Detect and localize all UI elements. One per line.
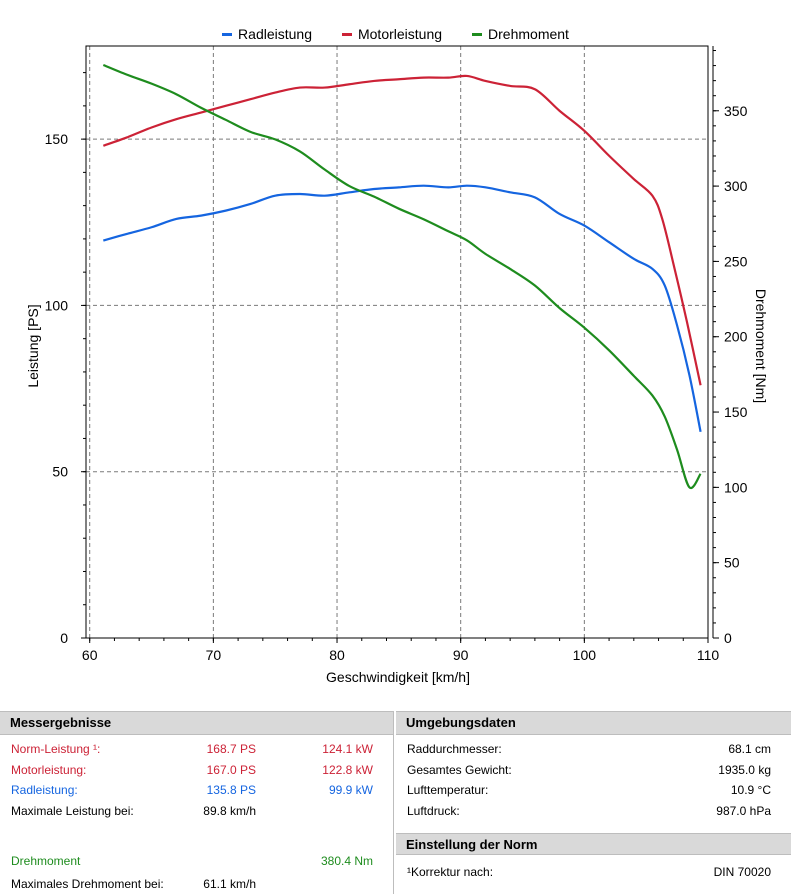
legend-swatch <box>222 32 233 36</box>
x-tick-label: 70 <box>206 647 222 663</box>
x-axis-label: Geschwindigkeit [km/h] <box>326 669 470 685</box>
series-line-drehmoment <box>102 63 702 490</box>
environment-row: Raddurchmesser: 68.1 cm <box>396 741 791 757</box>
result-label: Maximales Drehmoment bei: <box>11 877 164 891</box>
y-right-tick-label: 200 <box>724 329 748 345</box>
series-line-motorleistung <box>102 74 702 386</box>
norm-row: ¹Korrektur nach: DIN 70020 <box>396 864 791 880</box>
result-value-secondary: 99.9 kW <box>328 783 373 797</box>
chart-series <box>102 63 702 490</box>
norm-value: DIN 70020 <box>713 865 771 879</box>
norm-label: ¹Korrektur nach: <box>407 865 494 879</box>
environment-header: Umgebungsdaten <box>396 711 791 735</box>
legend-label: Drehmoment <box>488 26 569 42</box>
result-label: Radleistung: <box>11 783 78 797</box>
power-torque-chart: 60 70 80 90 100 11005010015005010015020025030… <box>25 45 769 685</box>
result-value-secondary: 380.4 Nm <box>320 854 373 868</box>
legend-label: Radleistung <box>238 26 312 42</box>
norm-header: Einstellung der Norm <box>396 833 791 855</box>
environment-row: Gesamtes Gewicht: 1935.0 kg <box>396 762 791 778</box>
environment-value: 68.1 cm <box>728 742 771 756</box>
y-left-tick-label: 100 <box>45 297 69 313</box>
environment-value: 10.9 °C <box>730 783 771 797</box>
x-tick-label: 110 <box>697 647 720 663</box>
legend-item: Motorleistung <box>341 26 443 42</box>
legend-swatch <box>341 32 352 36</box>
result-value-primary: 61.1 km/h <box>203 877 256 891</box>
data-tables: Messergebnisse Norm-Leistung ¹: 168.7 PS 1… <box>0 711 791 894</box>
y-right-tick-label: 100 <box>724 479 748 495</box>
environment-label: Raddurchmesser: <box>407 742 502 756</box>
environment-value: 1935.0 kg <box>718 763 771 777</box>
x-tick-label: 80 <box>329 647 345 663</box>
plot-area-frame <box>85 45 709 639</box>
results-row: Maximales Drehmoment bei: 61.1 km/h <box>0 876 393 892</box>
results-row: Motorleistung: 167.0 PS 122.8 kW <box>0 762 393 778</box>
x-tick-label: 60 <box>82 647 98 663</box>
legend-label: Motorleistung <box>357 26 443 42</box>
results-panel: Messergebnisse Norm-Leistung ¹: 168.7 PS 1… <box>0 711 394 894</box>
results-row: Drehmoment 380.4 Nm <box>0 853 393 869</box>
y-axis-right-label: Drehmoment [Nm] <box>753 289 769 403</box>
environment-label: Gesamtes Gewicht: <box>407 763 512 777</box>
result-label: Norm-Leistung ¹: <box>11 742 101 756</box>
y-right-tick-label: 150 <box>724 404 748 420</box>
result-label: Maximale Leistung bei: <box>11 804 134 818</box>
x-tick-label: 100 <box>573 647 597 663</box>
y-left-tick-label: 50 <box>52 464 68 480</box>
results-row: Norm-Leistung ¹: 168.7 PS 124.1 kW <box>0 741 393 757</box>
y-right-tick-label: 50 <box>724 555 740 571</box>
result-value-secondary: 122.8 kW <box>322 763 373 777</box>
series-line-radleistung <box>103 184 702 433</box>
environment-label: Luftdruck: <box>407 804 460 818</box>
y-right-tick-label: 250 <box>724 253 748 269</box>
result-value-secondary: 124.1 kW <box>322 742 373 756</box>
legend-swatch <box>472 32 483 36</box>
legend-item: Drehmoment <box>472 26 569 42</box>
result-value-primary: 89.8 km/h <box>203 804 256 818</box>
y-right-tick-label: 300 <box>724 178 748 194</box>
results-row: Maximale Leistung bei: 89.8 km/h <box>0 803 393 819</box>
x-tick-label: 90 <box>453 647 469 663</box>
y-right-tick-label: 0 <box>724 630 732 646</box>
result-value-primary: 168.7 PS <box>206 742 256 756</box>
environment-row: Luftdruck: 987.0 hPa <box>396 803 791 819</box>
result-value-primary: 167.0 PS <box>206 763 256 777</box>
results-header: Messergebnisse <box>0 711 393 735</box>
chart-grid <box>86 46 708 638</box>
y-axis-left-label: Leistung [PS] <box>25 304 41 387</box>
y-left-tick-label: 150 <box>45 131 69 147</box>
results-row: Radleistung: 135.8 PS 99.9 kW <box>0 782 393 798</box>
result-value-primary: 135.8 PS <box>206 783 256 797</box>
result-label: Motorleistung: <box>11 763 87 777</box>
environment-value: 987.0 hPa <box>716 804 771 818</box>
legend-item: Radleistung <box>222 26 312 42</box>
y-left-tick-label: 0 <box>60 630 68 646</box>
chart-legend: Radleistung Motorleistung Drehmoment <box>0 26 791 42</box>
y-right-tick-label: 350 <box>724 103 748 119</box>
axis-ticks: 60 70 80 90 100 11005010015005010015020025030… <box>45 50 748 663</box>
environment-panel: Umgebungsdaten Raddurchmesser: 68.1 cm Ges… <box>396 711 791 894</box>
result-label: Drehmoment <box>11 854 81 868</box>
environment-label: Lufttemperatur: <box>407 783 489 797</box>
environment-row: Lufttemperatur: 10.9 °C <box>396 782 791 798</box>
